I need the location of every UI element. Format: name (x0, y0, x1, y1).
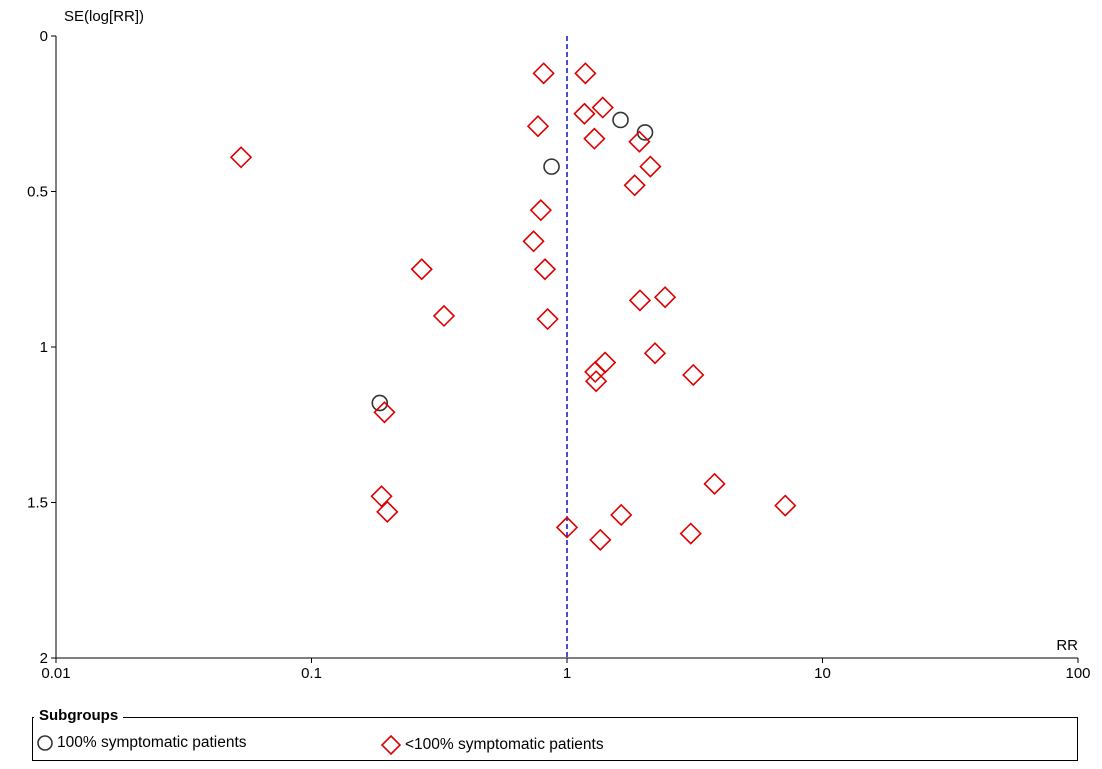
x-tick-label: 0.01 (41, 665, 70, 682)
x-tick-label: 0.1 (301, 665, 322, 682)
diamond-point (373, 401, 396, 424)
legend-label-circle: 100% symptomatic patients (57, 734, 247, 751)
diamond-point (591, 96, 614, 119)
diamond-point (574, 62, 597, 85)
diamond-point (623, 174, 646, 197)
diamond-point (229, 146, 253, 169)
diamond-point (529, 199, 552, 222)
legend-item-circle: 100% symptomatic patients (36, 734, 247, 752)
diamond-point (584, 360, 607, 384)
diamond-point (376, 500, 399, 523)
data-marks (229, 36, 797, 658)
diamond-point (533, 258, 557, 281)
diamond-point (526, 115, 550, 138)
diamond-point (628, 289, 652, 312)
legend-title: Subgroups (34, 707, 124, 724)
x-tick-label: 100 (1065, 665, 1090, 682)
diamond-point (682, 363, 705, 387)
diamond-point (639, 155, 662, 178)
legend-box (32, 717, 1078, 761)
diamond-point (703, 472, 726, 495)
diamond-point (522, 230, 545, 253)
diamond-point (593, 351, 617, 374)
diamond-point (610, 503, 633, 527)
diamond-point (774, 494, 797, 517)
x-tick-label: 10 (814, 665, 831, 682)
axes: 0 0.5 1 1.5 20.01 0.1 1 10 100 (27, 28, 1090, 682)
y-tick-label: 0.5 (27, 184, 48, 201)
x-axis-label: RR (1056, 637, 1078, 654)
diamond-point (583, 127, 606, 150)
diamond-point (589, 528, 612, 551)
diamond-point (573, 102, 596, 125)
diamond-marker-icon (380, 734, 402, 756)
diamond-point (628, 130, 651, 153)
diamond-point (584, 370, 608, 393)
x-tick-label: 1 (563, 665, 571, 682)
y-tick-label: 1 (40, 339, 48, 356)
y-axis-label: SE(log[RR]) (64, 8, 144, 25)
diamond-point (679, 522, 702, 545)
y-tick-label: 1.5 (27, 495, 48, 512)
circle-point (543, 158, 560, 175)
diamond-point (432, 304, 456, 328)
circle-marker-icon (37, 735, 53, 751)
diamond-point (410, 258, 433, 281)
y-tick-label: 0 (40, 28, 48, 45)
diamond-point (532, 62, 555, 85)
legend-label-diamond: <100% symptomatic patients (405, 736, 604, 753)
diamond-point (555, 516, 579, 539)
circle-point (371, 394, 389, 412)
funnel-plot: 0 0.5 1 1.5 20.01 0.1 1 10 100 SE(log[RR]) RR (27, 8, 1090, 682)
y-tick-label: 2 (40, 650, 48, 667)
circle-point (636, 124, 654, 141)
circle-point (612, 111, 629, 129)
diamond-point (536, 307, 559, 331)
diamond-point (643, 342, 667, 365)
legend-item-diamond: <100% symptomatic patients (380, 734, 604, 756)
diamond-point (653, 286, 677, 309)
diamond-point (370, 485, 393, 508)
